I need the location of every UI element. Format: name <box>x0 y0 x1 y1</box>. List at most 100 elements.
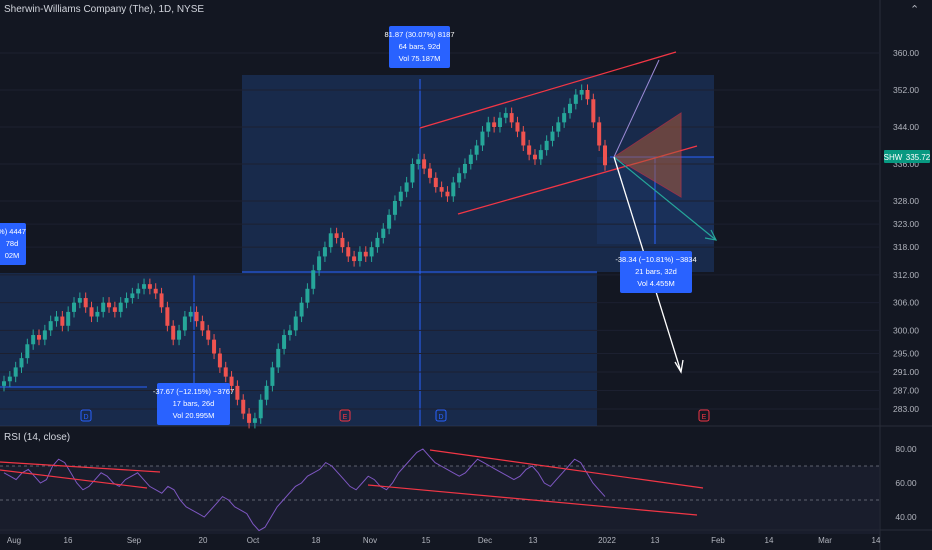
candle-body <box>515 122 519 131</box>
candle-body <box>294 317 298 331</box>
measure-label-text: -37.67 (−12.15%) −3767 <box>153 387 234 396</box>
candle-body <box>591 99 595 122</box>
time-tick-label: 18 <box>312 536 321 545</box>
price-tick-label: 312.00 <box>893 270 919 280</box>
price-tick-label: 352.00 <box>893 85 919 95</box>
measure-label-text: 78d <box>6 239 19 248</box>
measure-label-text: %) 4447 <box>0 227 26 236</box>
candle-body <box>603 145 607 165</box>
candle-body <box>265 386 269 400</box>
candle-body <box>119 303 123 312</box>
measure-label-text: Vol 20.995M <box>173 411 215 420</box>
price-tick-label: 360.00 <box>893 48 919 58</box>
candle-body <box>335 233 339 238</box>
candle-body <box>317 256 321 270</box>
time-tick-label: Dec <box>478 536 492 545</box>
candle-body <box>375 238 379 247</box>
candle-body <box>498 118 502 127</box>
candle-body <box>195 312 199 321</box>
price-tick-label: 328.00 <box>893 196 919 206</box>
candle-body <box>486 122 490 131</box>
measure-label-text: -38.34 (−10.81%) −3834 <box>615 255 696 264</box>
measure-label-text: 81.87 (30.07%) 8187 <box>384 30 454 39</box>
candle-body <box>154 289 158 294</box>
candle-body <box>539 150 543 159</box>
time-tick-label: Nov <box>363 536 377 545</box>
price-tick-label: 306.00 <box>893 298 919 308</box>
chart-title: Sherwin-Williams Company (The), 1D, NYSE <box>4 4 204 15</box>
candle-body <box>212 340 216 354</box>
measure-label-text: 64 bars, 92d <box>399 42 441 51</box>
candle-body <box>270 367 274 385</box>
candle-body <box>428 169 432 178</box>
candle-body <box>177 330 181 339</box>
candle-body <box>405 182 409 191</box>
candle-body <box>422 159 426 168</box>
candle-body <box>247 414 251 423</box>
candle-body <box>574 95 578 104</box>
candle-body <box>259 400 263 418</box>
candle-body <box>440 187 444 192</box>
candle-body <box>463 164 467 173</box>
candle-body <box>340 238 344 247</box>
candle-body <box>241 400 245 414</box>
rsi-tick-label: 80.00 <box>895 444 917 454</box>
time-tick-label: Feb <box>711 536 725 545</box>
candle-body <box>171 326 175 340</box>
candle-body <box>556 122 560 131</box>
event-marker-text: D <box>438 414 443 421</box>
time-tick-label: Sep <box>127 536 142 545</box>
candle-body <box>597 122 601 145</box>
candle-body <box>136 289 140 294</box>
candle-body <box>25 344 29 358</box>
candle-body <box>305 289 309 303</box>
candle-body <box>130 293 134 298</box>
candle-body <box>533 155 537 160</box>
candle-body <box>253 418 257 423</box>
measure-label-text: 02M <box>5 251 20 260</box>
candle-body <box>90 307 94 316</box>
candle-body <box>410 164 414 182</box>
candle-body <box>125 298 129 303</box>
candle-body <box>393 201 397 215</box>
candle-body <box>142 284 146 289</box>
candle-body <box>527 145 531 154</box>
candle-body <box>504 113 508 118</box>
candle-body <box>148 284 152 289</box>
candle-body <box>364 252 368 257</box>
event-marker-text: E <box>343 414 348 421</box>
candle-body <box>189 312 193 317</box>
candle-body <box>399 192 403 201</box>
candle-body <box>66 312 70 326</box>
candle-body <box>358 252 362 261</box>
candle-body <box>218 354 222 368</box>
candle-body <box>8 377 12 382</box>
candle-body <box>329 233 333 247</box>
time-tick-label: Mar <box>818 536 832 545</box>
candle-body <box>445 192 449 197</box>
candle-body <box>160 293 164 307</box>
price-tick-label: 287.00 <box>893 386 919 396</box>
candle-body <box>84 298 88 307</box>
time-tick-label: 2022 <box>598 536 616 545</box>
candle-body <box>14 367 18 376</box>
candle-body <box>206 330 210 339</box>
candle-body <box>451 182 455 196</box>
measure-label-text: Vol 75.187M <box>399 54 441 63</box>
price-tick-label: 344.00 <box>893 122 919 132</box>
candle-body <box>78 298 82 303</box>
candle-body <box>387 215 391 229</box>
time-tick-label: Oct <box>247 536 260 545</box>
candle-body <box>288 330 292 335</box>
rsi-tick-label: 40.00 <box>895 512 917 522</box>
collapse-icon[interactable]: ⌃ <box>910 3 919 16</box>
event-marker-text: D <box>83 414 88 421</box>
price-tick-label: 300.00 <box>893 325 919 335</box>
candle-body <box>113 307 117 312</box>
candle-body <box>323 247 327 256</box>
time-tick-label: Aug <box>7 536 21 545</box>
candle-body <box>60 317 64 326</box>
candle-body <box>580 90 584 95</box>
